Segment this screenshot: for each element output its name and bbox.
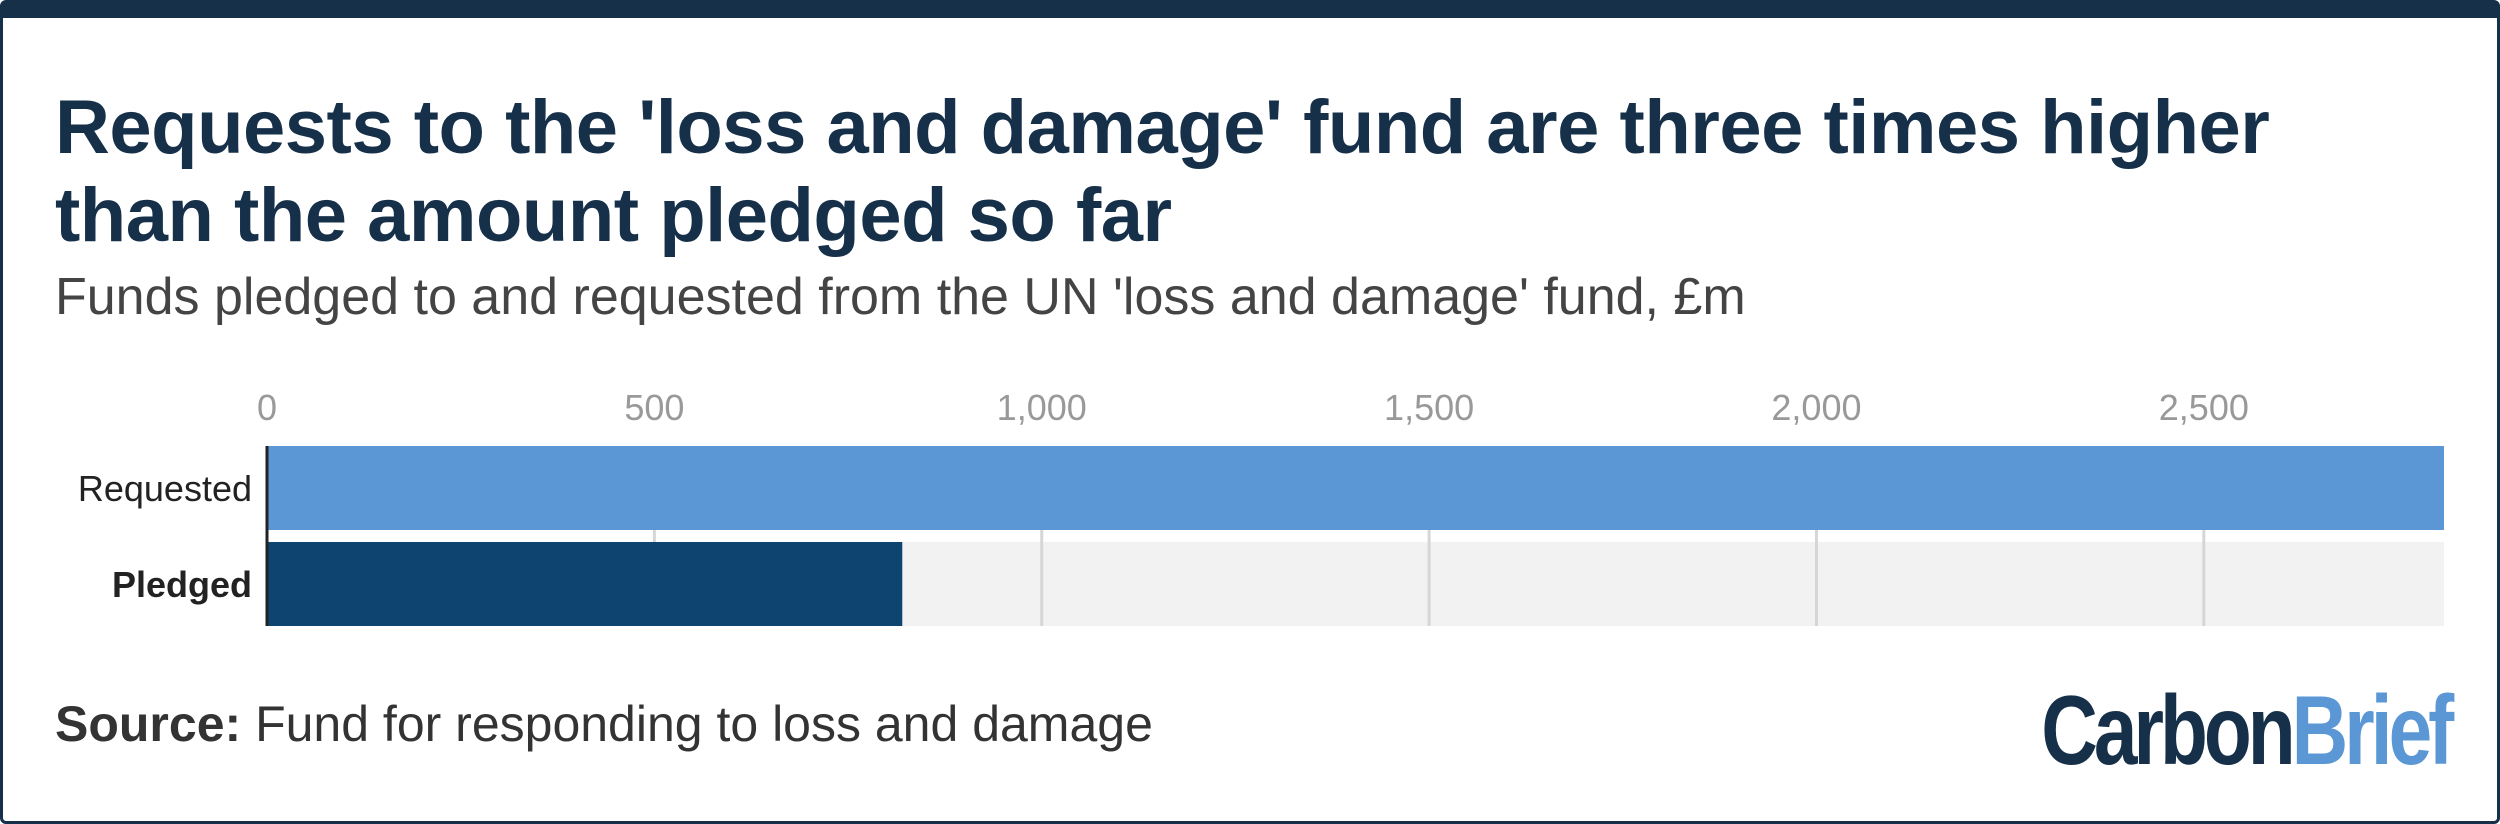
bar-pledged — [267, 542, 903, 626]
source-label: Source: — [55, 696, 242, 752]
x-tick-label: 1,500 — [1384, 387, 1474, 428]
x-tick-label: 2,000 — [1771, 387, 1861, 428]
x-tick-label: 1,000 — [997, 387, 1087, 428]
chart-title: Requests to the 'loss and damage' fund a… — [55, 85, 2270, 258]
category-label-requested: Requested — [78, 468, 252, 509]
carbonbrief-logo: CarbonBrief — [2040, 675, 2454, 785]
source-text: Fund for responding to loss and damage — [255, 696, 1153, 752]
category-label-pledged: Pledged — [112, 564, 252, 605]
chart-subtitle: Funds pledged to and requested from the … — [55, 268, 1746, 326]
source-note: Source: Fund for responding to loss and … — [55, 694, 1153, 754]
x-tick-label: 2,500 — [2159, 387, 2249, 428]
x-tick-label: 0 — [257, 387, 277, 428]
x-tick-label: 500 — [624, 387, 684, 428]
bar-requested — [267, 446, 2444, 530]
